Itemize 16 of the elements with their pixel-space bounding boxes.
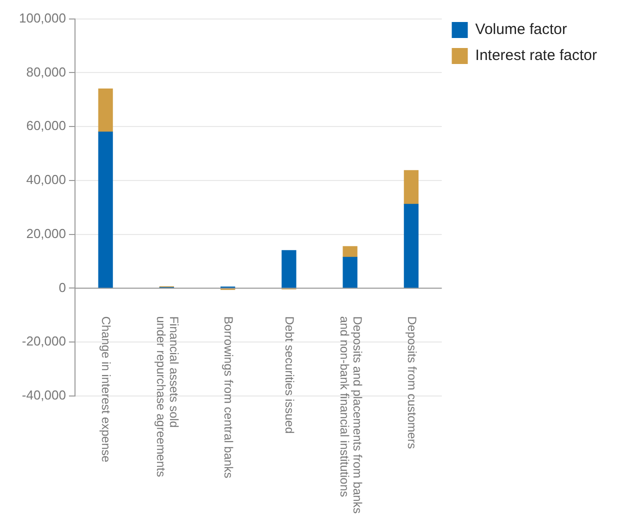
y-tick-label: 40,000 <box>26 172 66 188</box>
legend-label: Volume factor <box>475 21 567 38</box>
y-tick-label: -40,000 <box>22 388 66 403</box>
x-tick-label: Debt securities issued <box>282 316 297 434</box>
y-tick-label: 100,000 <box>18 10 66 26</box>
y-tick-label: 20,000 <box>26 226 66 241</box>
x-tick-label: Change in interest expense <box>99 316 114 463</box>
legend-label: Interest rate factor <box>475 47 598 64</box>
x-tick-label: Deposits and placements from banks and non-bank financial institutions <box>337 316 364 514</box>
x-tick-label: Borrowings from central banks <box>222 316 236 478</box>
x-tick-label: Deposits from customers <box>404 316 419 449</box>
y-tick-label: -20,000 <box>22 334 66 349</box>
y-tick-label: 80,000 <box>26 64 66 80</box>
y-tick-label: 60,000 <box>26 118 66 134</box>
y-tick-label: 0 <box>58 280 66 295</box>
x-tick-label: Financial assets sold under repurchase agreements <box>154 316 181 477</box>
